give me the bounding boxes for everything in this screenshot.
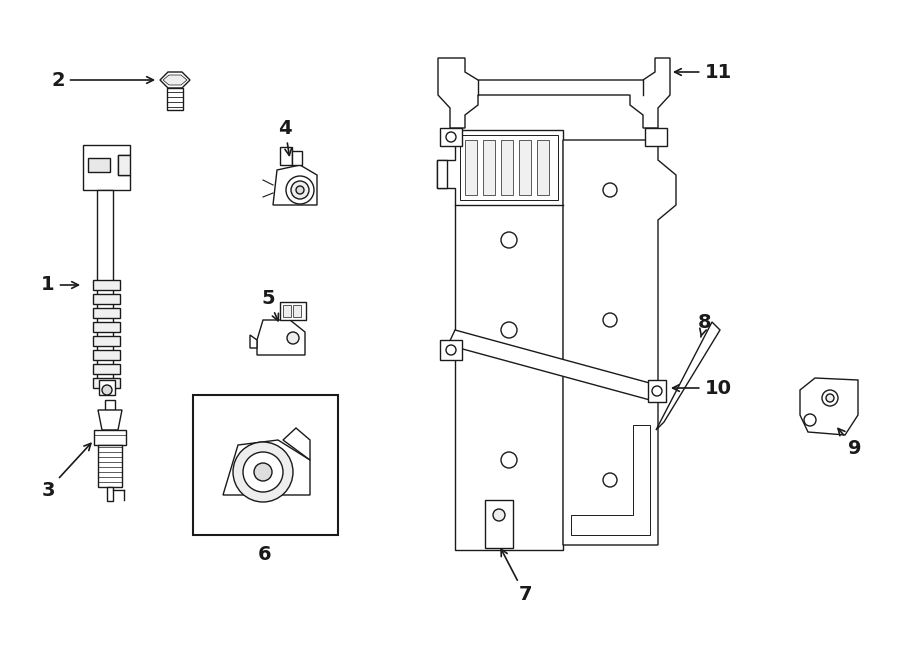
Circle shape xyxy=(826,394,834,402)
Bar xyxy=(648,380,666,402)
Bar xyxy=(193,395,338,535)
Circle shape xyxy=(804,414,816,426)
Text: 6: 6 xyxy=(258,545,272,564)
Circle shape xyxy=(446,345,456,355)
Polygon shape xyxy=(160,72,190,88)
Polygon shape xyxy=(105,400,115,410)
Circle shape xyxy=(652,386,662,396)
Polygon shape xyxy=(437,130,563,550)
Circle shape xyxy=(287,332,299,344)
Bar xyxy=(280,302,306,320)
Circle shape xyxy=(254,463,272,481)
Polygon shape xyxy=(571,425,650,535)
Bar xyxy=(293,305,301,317)
Text: 7: 7 xyxy=(501,549,532,605)
Circle shape xyxy=(286,176,314,204)
Text: 9: 9 xyxy=(838,428,862,457)
Bar xyxy=(485,500,513,548)
Bar xyxy=(501,140,513,195)
Text: 1: 1 xyxy=(41,276,78,295)
Circle shape xyxy=(501,452,517,468)
Circle shape xyxy=(603,473,617,487)
Polygon shape xyxy=(93,378,120,388)
Text: 2: 2 xyxy=(51,71,153,89)
Circle shape xyxy=(296,186,304,194)
Bar xyxy=(460,135,558,200)
Bar xyxy=(519,140,531,195)
Circle shape xyxy=(102,385,112,395)
Bar xyxy=(440,340,462,360)
Polygon shape xyxy=(223,440,310,495)
Bar xyxy=(88,158,110,172)
Circle shape xyxy=(291,181,309,199)
Bar xyxy=(483,140,495,195)
Bar xyxy=(260,459,266,467)
Circle shape xyxy=(446,132,456,142)
Polygon shape xyxy=(118,155,130,175)
Polygon shape xyxy=(448,330,657,400)
Text: 10: 10 xyxy=(672,379,732,397)
Bar xyxy=(645,128,667,146)
Polygon shape xyxy=(98,410,122,430)
Circle shape xyxy=(501,322,517,338)
Bar xyxy=(283,305,291,317)
Polygon shape xyxy=(163,75,187,85)
Bar xyxy=(465,140,477,195)
Polygon shape xyxy=(283,428,310,460)
Polygon shape xyxy=(257,320,305,355)
Polygon shape xyxy=(438,58,670,128)
Polygon shape xyxy=(93,280,120,290)
Polygon shape xyxy=(93,364,120,374)
Bar xyxy=(167,88,183,110)
Circle shape xyxy=(243,452,283,492)
Circle shape xyxy=(501,232,517,248)
Circle shape xyxy=(822,390,838,406)
Polygon shape xyxy=(93,294,120,304)
Polygon shape xyxy=(94,430,126,445)
Circle shape xyxy=(603,183,617,197)
Text: 5: 5 xyxy=(261,288,278,321)
Polygon shape xyxy=(273,165,317,205)
Polygon shape xyxy=(250,335,257,348)
Text: 11: 11 xyxy=(675,63,732,81)
Polygon shape xyxy=(800,378,858,435)
Bar xyxy=(537,140,549,195)
Circle shape xyxy=(603,313,617,327)
Bar xyxy=(292,151,302,165)
Polygon shape xyxy=(93,308,120,318)
Polygon shape xyxy=(93,322,120,332)
Text: 8: 8 xyxy=(698,313,712,337)
Text: 4: 4 xyxy=(278,118,292,155)
Polygon shape xyxy=(99,380,115,395)
Bar xyxy=(107,487,113,501)
Text: 3: 3 xyxy=(41,444,91,500)
Bar xyxy=(280,147,292,165)
Circle shape xyxy=(233,442,293,502)
Polygon shape xyxy=(563,140,676,545)
Bar xyxy=(98,445,122,487)
Polygon shape xyxy=(83,145,130,190)
Polygon shape xyxy=(93,336,120,346)
Polygon shape xyxy=(93,350,120,360)
Circle shape xyxy=(493,509,505,521)
Bar xyxy=(97,190,113,380)
Bar xyxy=(440,128,462,146)
Polygon shape xyxy=(437,160,447,188)
Polygon shape xyxy=(656,322,720,430)
